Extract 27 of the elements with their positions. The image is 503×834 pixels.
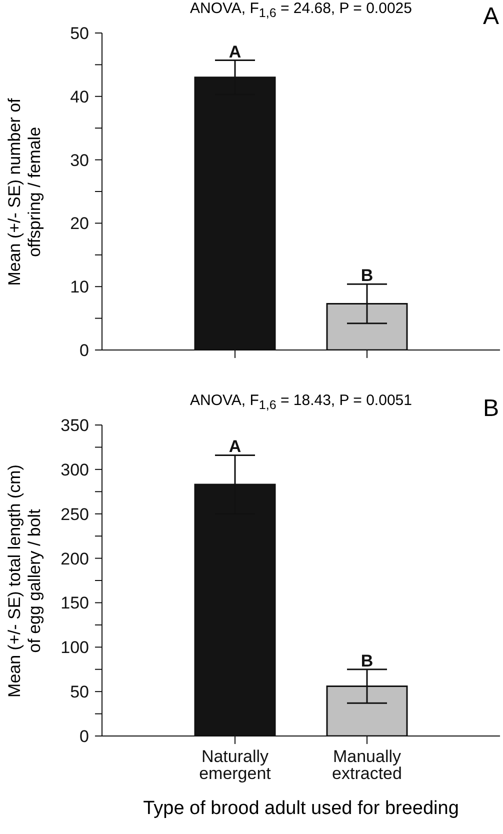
y-tick-label: 100 xyxy=(60,638,89,658)
y-tick-label: 350 xyxy=(60,416,89,435)
annotation: B xyxy=(360,266,374,286)
x-axis-title: Type of brood adult used for breeding xyxy=(142,798,460,820)
y-tick-label: 30 xyxy=(70,150,89,170)
x-tick-label: Naturally emergent xyxy=(199,747,272,784)
chart-title: ANOVA, F$_{1,6}$ = 24.68, P = 0.0025 xyxy=(190,0,412,20)
y-tick-label: 50 xyxy=(70,24,89,43)
text: A xyxy=(482,3,499,31)
y-tick-label: 200 xyxy=(60,549,89,568)
text: B xyxy=(482,395,499,423)
y-tick-label: 50 xyxy=(70,682,89,702)
y-tick-label: 0 xyxy=(80,341,89,360)
y-axis-title: Mean (+/- SE) number of offspring / female xyxy=(5,96,45,288)
y-tick-label: 20 xyxy=(70,214,89,234)
y-tick-label: 40 xyxy=(70,87,89,106)
chart-title: ANOVA, F$_{1,6}$ = 18.43, P = 0.0051 xyxy=(190,392,412,412)
y-tick-label: 0 xyxy=(80,727,89,746)
annotation: A xyxy=(228,42,242,62)
annotation: B xyxy=(360,651,374,670)
y-tick-label: 150 xyxy=(60,594,89,613)
x-tick-label: Manually extracted xyxy=(332,747,402,784)
y-tick-label: 300 xyxy=(60,460,89,480)
y-axis-title: Mean (+/- SE) total length (cm) of egg gallery / bolt xyxy=(5,463,45,699)
annotation: A xyxy=(228,437,242,456)
y-tick-label: 10 xyxy=(70,278,89,297)
y-tick-label: 250 xyxy=(60,504,89,524)
